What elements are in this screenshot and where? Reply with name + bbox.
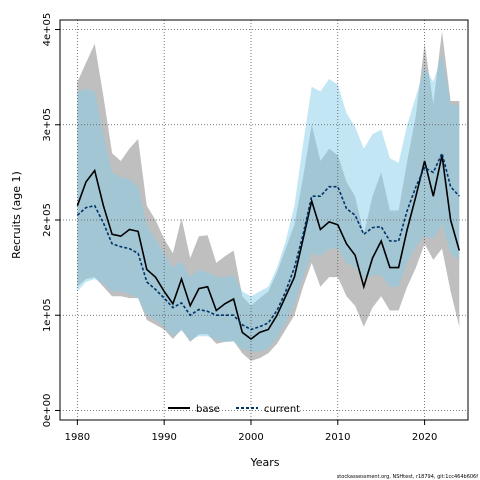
y-tick-label-0: 0e+00 [42, 394, 53, 428]
legend-label-base: base [196, 404, 220, 415]
x-axis-title: Years [249, 456, 279, 469]
y-tick-label-200000: 2e+05 [42, 203, 53, 237]
y-tick-label-400000: 4e+05 [42, 13, 53, 47]
series-lines [76, 150, 461, 341]
y-tick-label-300000: 3e+05 [42, 108, 53, 142]
y-tick-label-100000: 1e+05 [42, 298, 53, 332]
axes: 1980 1990 2000 2010 2020 0e+00 1e+05 2e+05 3e+05… [42, 13, 437, 443]
grid-lines [60, 20, 468, 420]
x-tick-label-2000: 2000 [238, 432, 263, 443]
legend-label-current: current [264, 404, 300, 415]
series-line-current [76, 150, 460, 331]
series-line-base [76, 155, 461, 341]
confidence-bands [77, 31, 460, 362]
x-tick-label-1980: 1980 [65, 432, 90, 443]
plot-frame [59, 19, 469, 421]
credit-text: stockassessment.org, NSHtest, r18794, gi… [337, 474, 479, 480]
x-tick-label-1990: 1990 [151, 432, 176, 443]
y-axis-title: Recruits (age 1) [10, 171, 23, 259]
x-tick-label-2020: 2020 [412, 432, 437, 443]
x-tick-label-2010: 2010 [325, 432, 350, 443]
legend: base current [168, 404, 300, 415]
confidence-band-current [77, 53, 460, 352]
